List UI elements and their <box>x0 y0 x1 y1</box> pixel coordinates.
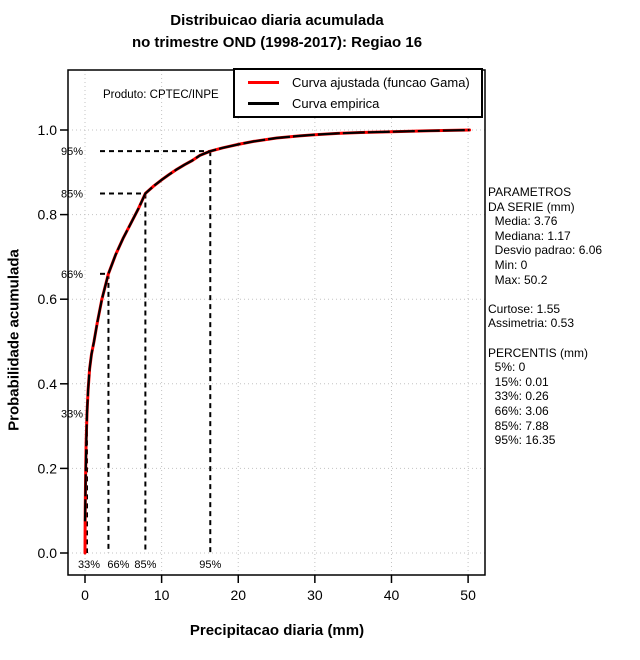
y-tick-label: 0.4 <box>38 376 58 392</box>
stats-line: DA SERIE (mm) <box>488 199 575 214</box>
x-axis-title: Precipitacao diaria (mm) <box>189 622 365 639</box>
percentile-label-left: 85% <box>61 188 83 200</box>
legend-label: Curva empirica <box>292 95 380 111</box>
legend-row: Curva empirica <box>248 96 481 111</box>
stats-line: PERCENTIS (mm) <box>488 345 588 360</box>
stats-line: Media: 3.76 <box>488 214 558 229</box>
curve-empirical <box>83 128 470 522</box>
percentile-label-bottom: 85% <box>134 559 156 571</box>
stats-line: 95%: 16.35 <box>488 433 556 448</box>
y-axis-title: Probabilidade acumulada <box>5 249 23 431</box>
y-tick-label: 0.6 <box>38 291 58 307</box>
stats-panel: PARAMETROS DA SERIE (mm) Media: 3.76 Medi… <box>488 185 640 448</box>
x-tick-label: 0 <box>81 587 89 603</box>
percentile-label-left: 33% <box>61 408 83 420</box>
percentile-label-bottom: 66% <box>107 559 129 571</box>
curve-gamma-fit <box>83 128 472 555</box>
x-tick-label: 20 <box>230 587 246 603</box>
legend-row: Curva ajustada (funcao Gama) <box>248 75 481 90</box>
plot-border <box>67 69 486 576</box>
y-tick-label: 0.2 <box>38 460 58 476</box>
legend-label: Curva ajustada (funcao Gama) <box>292 75 470 91</box>
chart-title: Distribuicao diaria acumulada no trimest… <box>0 10 554 54</box>
stats-line: Min: 0 <box>488 257 528 272</box>
percentile-label-left: 66% <box>61 269 83 281</box>
x-tick-label: 10 <box>154 587 170 603</box>
stats-line: 33%: 0.26 <box>488 389 549 404</box>
stats-line <box>488 331 640 346</box>
chart-title-line2: no trimestre OND (1998-2017): Regiao 16 <box>131 34 423 51</box>
percentile-label-bottom: 33% <box>78 559 100 571</box>
percentile-label-bottom: 95% <box>199 559 221 571</box>
stats-line: 66%: 3.06 <box>488 403 549 418</box>
x-tick-label: 40 <box>384 587 400 603</box>
legend-line-sample-icon <box>248 101 279 105</box>
percentile-label-left: 95% <box>61 146 83 158</box>
stats-line: Max: 50.2 <box>488 272 548 287</box>
stats-line: Assimetria: 0.53 <box>488 316 575 331</box>
stats-line <box>488 287 640 302</box>
y-tick-label: 0.0 <box>38 545 58 561</box>
y-tick-label: 0.8 <box>38 207 58 223</box>
x-tick-label: 50 <box>460 587 476 603</box>
chart-title-line1: Distribuicao diaria acumulada <box>170 12 384 29</box>
stats-line: 85%: 7.88 <box>488 418 549 433</box>
legend-box: Curva ajustada (funcao Gama) Curva empiri… <box>233 68 483 118</box>
stats-line: Mediana: 1.17 <box>488 228 571 243</box>
stats-line: PARAMETROS <box>488 185 572 199</box>
x-tick-label: 30 <box>307 587 323 603</box>
stats-line: Desvio padrao: 6.06 <box>488 243 603 258</box>
watermark-label: Produto: CPTEC/INPE <box>103 89 219 101</box>
stats-line: 15%: 0.01 <box>488 374 549 389</box>
stats-line: Curtose: 1.55 <box>488 301 561 316</box>
legend-line-sample-icon <box>248 81 279 85</box>
y-tick-label: 1.0 <box>38 122 58 138</box>
stats-line: 5%: 0 <box>488 360 526 375</box>
